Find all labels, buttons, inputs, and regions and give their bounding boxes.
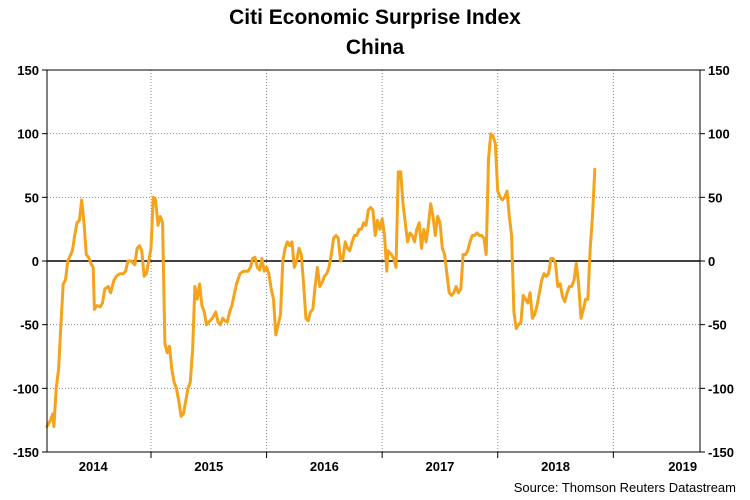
y-axis-right: 150 100 50 0 -50 -100 -150 bbox=[700, 63, 734, 460]
chart-subtitle: China bbox=[346, 36, 405, 59]
y-tick-label-left: 0 bbox=[32, 254, 39, 269]
x-tick-label: 2014 bbox=[79, 459, 109, 474]
x-tick-label: 2018 bbox=[541, 459, 570, 474]
x-tick-label: 2017 bbox=[425, 459, 454, 474]
y-tick-label-left: -150 bbox=[13, 445, 39, 460]
x-tick-label: 2016 bbox=[310, 459, 339, 474]
y-tick-label-left: -50 bbox=[20, 318, 39, 333]
y-tick-label-right: 150 bbox=[708, 63, 730, 78]
y-tick-label-left: 150 bbox=[17, 63, 39, 78]
series-line-citi-surprise-china bbox=[45, 132, 597, 428]
y-tick-label-left: 100 bbox=[17, 127, 39, 142]
y-axis-left: 150 100 50 0 -50 -100 -150 bbox=[13, 63, 47, 460]
y-tick-label-right: 0 bbox=[708, 254, 715, 269]
x-tick-label: 2019 bbox=[668, 459, 697, 474]
x-axis: 2014 2015 2016 2017 2018 2019 bbox=[79, 452, 697, 474]
y-tick-label-right: -150 bbox=[708, 445, 734, 460]
y-tick-label-left: -100 bbox=[13, 381, 39, 396]
y-tick-label-right: 50 bbox=[708, 190, 722, 205]
x-tick-label: 2015 bbox=[194, 459, 223, 474]
y-tick-label-right: 100 bbox=[708, 127, 730, 142]
y-tick-label-right: -100 bbox=[708, 381, 734, 396]
y-tick-label-left: 50 bbox=[25, 190, 39, 205]
y-tick-label-right: -50 bbox=[708, 318, 727, 333]
source-note: Source: Thomson Reuters Datastream bbox=[514, 480, 736, 495]
chart-title: Citi Economic Surprise Index bbox=[229, 6, 521, 29]
